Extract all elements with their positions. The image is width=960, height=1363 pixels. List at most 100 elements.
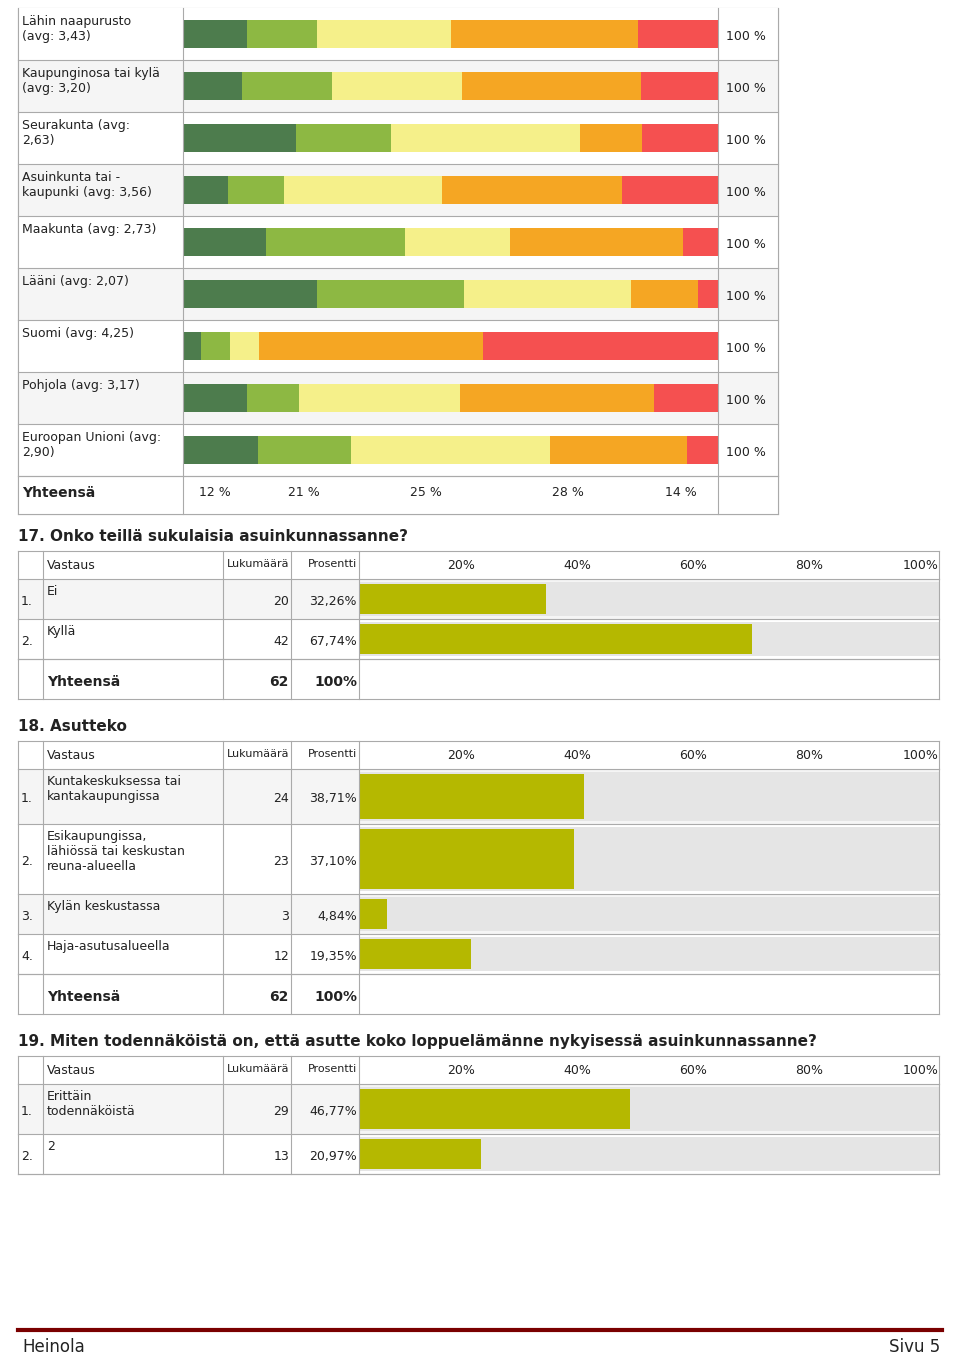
Bar [18, 8, 778, 60]
Bar [359, 900, 387, 930]
Bar [580, 124, 642, 153]
Text: 60%: 60% [679, 1065, 707, 1077]
Bar [359, 1137, 939, 1171]
Bar [450, 20, 637, 48]
Bar [631, 279, 698, 308]
Bar [18, 619, 939, 658]
Bar [359, 582, 939, 616]
Bar [359, 936, 939, 970]
Bar [464, 279, 631, 308]
Text: 20: 20 [274, 596, 289, 608]
Bar [510, 228, 684, 256]
Text: 28 %: 28 % [552, 487, 584, 499]
Text: 21 %: 21 % [287, 487, 320, 499]
Text: 100 %: 100 % [726, 134, 766, 147]
Bar [18, 741, 939, 769]
Bar [18, 320, 778, 372]
Bar [18, 215, 778, 269]
Text: Kylän keskustassa: Kylän keskustassa [47, 900, 160, 913]
Text: Lukumäärä: Lukumäärä [227, 750, 289, 759]
Bar [637, 20, 718, 48]
Bar [284, 176, 442, 204]
Text: Maakunta (avg: 2,73): Maakunta (avg: 2,73) [22, 224, 156, 236]
Bar [359, 1089, 631, 1129]
Text: Sivu 5: Sivu 5 [889, 1338, 940, 1356]
Bar [359, 939, 471, 969]
Bar [183, 279, 317, 308]
Bar [183, 72, 243, 99]
Text: 40%: 40% [564, 750, 591, 762]
Text: 100 %: 100 % [726, 30, 766, 44]
Text: 12 %: 12 % [200, 487, 231, 499]
Text: 1.: 1. [21, 792, 33, 806]
Bar [183, 436, 257, 463]
Text: Esikaupungissa,
lähiössä tai keskustan
reuna-alueella: Esikaupungissa, lähiössä tai keskustan r… [47, 830, 185, 872]
Bar [18, 8, 778, 514]
Text: 46,77%: 46,77% [309, 1105, 357, 1118]
Text: Vastaus: Vastaus [47, 750, 96, 762]
Text: 19. Miten todennäköistä on, että asutte koko loppuelämänne nykyisessä asuinkunna: 19. Miten todennäköistä on, että asutte … [18, 1035, 817, 1050]
Text: Euroopan Unioni (avg:
2,90): Euroopan Unioni (avg: 2,90) [22, 431, 161, 459]
Text: Ei: Ei [47, 585, 59, 598]
Bar [183, 228, 266, 256]
Text: 100%: 100% [314, 675, 357, 690]
Text: 1.: 1. [21, 596, 33, 608]
Bar [359, 827, 939, 891]
Bar [183, 20, 248, 48]
Text: Lukumäärä: Lukumäärä [227, 559, 289, 568]
Bar [243, 72, 331, 99]
Text: 60%: 60% [679, 750, 707, 762]
Text: 100%: 100% [903, 1065, 939, 1077]
Text: Yhteensä: Yhteensä [22, 487, 95, 500]
Bar [359, 624, 752, 654]
Text: Kaupunginosa tai kylä
(avg: 3,20): Kaupunginosa tai kylä (avg: 3,20) [22, 67, 160, 95]
Bar [460, 384, 654, 412]
Bar [359, 774, 584, 819]
Text: 80%: 80% [795, 750, 823, 762]
Bar [230, 333, 259, 360]
Text: 2.: 2. [21, 635, 33, 647]
Bar [359, 771, 939, 821]
Bar [687, 436, 718, 463]
Bar [18, 60, 778, 112]
Bar [259, 333, 483, 360]
Bar [18, 934, 939, 975]
Bar [266, 228, 405, 256]
Text: Lähin naapurusto
(avg: 3,43): Lähin naapurusto (avg: 3,43) [22, 15, 132, 44]
Text: 67,74%: 67,74% [309, 635, 357, 647]
Text: Yhteensä: Yhteensä [47, 675, 120, 690]
Text: Pohjola (avg: 3,17): Pohjola (avg: 3,17) [22, 379, 140, 393]
Bar [18, 164, 778, 215]
Text: 100 %: 100 % [726, 290, 766, 303]
Text: 100%: 100% [314, 990, 357, 1005]
Text: 100 %: 100 % [726, 185, 766, 199]
Bar [18, 269, 778, 320]
Bar [18, 112, 778, 164]
Text: Lääni (avg: 2,07): Lääni (avg: 2,07) [22, 275, 129, 288]
Text: 13: 13 [274, 1150, 289, 1163]
Bar [359, 829, 574, 889]
Text: 20%: 20% [447, 750, 475, 762]
Bar [654, 384, 718, 412]
Text: 100 %: 100 % [726, 82, 766, 95]
Text: 2.: 2. [21, 1150, 33, 1163]
Bar [18, 658, 939, 699]
Bar [622, 176, 718, 204]
Bar [391, 124, 580, 153]
Text: 32,26%: 32,26% [309, 596, 357, 608]
Text: 20%: 20% [447, 1065, 475, 1077]
Text: Yhteensä: Yhteensä [47, 990, 120, 1005]
Bar [248, 20, 317, 48]
Text: 4.: 4. [21, 950, 33, 964]
Text: 40%: 40% [564, 559, 591, 572]
Bar [698, 279, 718, 308]
Text: 24: 24 [274, 792, 289, 806]
Bar [18, 424, 778, 476]
Text: 12: 12 [274, 950, 289, 964]
Text: 3: 3 [281, 910, 289, 923]
Bar [18, 1084, 939, 1134]
Text: 19,35%: 19,35% [309, 950, 357, 964]
Bar [18, 975, 939, 1014]
Bar [18, 1134, 939, 1174]
Text: Seurakunta (avg:
2,63): Seurakunta (avg: 2,63) [22, 119, 130, 147]
